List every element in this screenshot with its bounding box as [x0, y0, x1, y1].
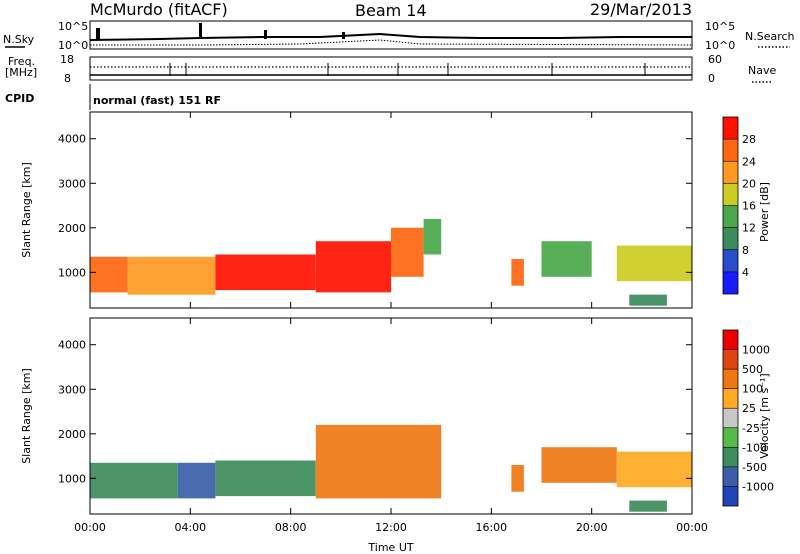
- colorbar-tick-label-4: 12: [742, 222, 756, 235]
- colorbar-swatch-7: [723, 466, 738, 487]
- x-tick-label-4: 16:00: [475, 521, 507, 534]
- nave-label: Nave: [748, 64, 776, 77]
- x-tick-label-2: 08:00: [275, 521, 307, 534]
- colorbar-tick-label-3: 16: [742, 200, 756, 213]
- colorbar-tick-label-2: 20: [742, 177, 756, 190]
- colorbar-tick-label-0: 28: [742, 133, 756, 146]
- colorbar-swatch-0: [723, 117, 738, 140]
- colorbar-tick-label-5: 8: [742, 244, 749, 257]
- nsky-tick-top: 10^5: [58, 20, 88, 33]
- colorbar-swatch-6: [723, 249, 738, 272]
- colorbar-swatch-5: [723, 427, 738, 448]
- power-ylabel: Slant Range [km]: [20, 162, 33, 258]
- echo-region-0: [90, 256, 128, 293]
- echo-region-1: [177, 462, 216, 499]
- nsky-tick-bottom: 10^0: [58, 39, 88, 52]
- echo-region-3: [315, 241, 392, 293]
- x-tick-label-1: 04:00: [174, 521, 206, 534]
- y-tick-label-2: 3000: [58, 383, 86, 396]
- colorbar-tick-label-6: 4: [742, 266, 749, 279]
- echo-region-4: [511, 465, 524, 492]
- y-tick-label-0: 1000: [58, 266, 86, 279]
- colorbar-swatch-3: [723, 388, 738, 409]
- colorbar-swatch-4: [723, 408, 738, 428]
- y-tick-label-1: 2000: [58, 428, 86, 441]
- nsearch-trace: [90, 39, 693, 46]
- colorbar-swatch-3: [723, 183, 738, 206]
- echo-region-8: [616, 245, 693, 282]
- echo-region-5: [541, 447, 617, 483]
- echo-region-7: [629, 500, 667, 512]
- y-tick-label-1: 2000: [58, 222, 86, 235]
- echo-region-6: [616, 451, 693, 488]
- colorbar-tick-label-1: 500: [742, 363, 763, 376]
- power-colorbar-label: Power [dB]: [758, 182, 771, 242]
- echo-region-1: [127, 256, 216, 295]
- x-tick-label-6: 00:00: [676, 521, 708, 534]
- x-axis-title: Time UT: [367, 541, 413, 554]
- y-tick-label-3: 4000: [58, 339, 86, 352]
- cpid-panel: CPID normal (fast) 151 RF: [5, 84, 221, 110]
- freq-unit-label: [MHz]: [5, 66, 37, 79]
- colorbar-swatch-2: [723, 161, 738, 184]
- beam-title: Beam 14: [355, 1, 427, 20]
- y-tick-label-0: 1000: [58, 472, 86, 485]
- colorbar-swatch-1: [723, 139, 738, 162]
- velocity-ylabel: Slant Range [km]: [20, 368, 33, 464]
- echo-region-0: [90, 462, 178, 499]
- nave-tick-bottom: 0: [708, 72, 715, 85]
- nsearch-label: N.Search: [745, 30, 795, 43]
- colorbar-swatch-8: [723, 486, 738, 506]
- colorbar-tick-label-0: 1000: [742, 344, 770, 357]
- x-tick-label-5: 20:00: [576, 521, 608, 534]
- x-tick-label-3: 12:00: [375, 521, 407, 534]
- colorbar-tick-label-5: -100: [742, 441, 767, 454]
- freq-label: Freq.: [8, 55, 35, 68]
- colorbar-tick-label-6: -500: [742, 461, 767, 474]
- y-tick-label-3: 4000: [58, 133, 86, 146]
- colorbar-swatch-4: [723, 205, 738, 228]
- cpid-text: normal (fast) 151 RF: [93, 94, 221, 107]
- nsearch-tick-top: 10^5: [705, 20, 735, 33]
- echo-region-3: [315, 424, 442, 499]
- nsky-trace: [89, 32, 692, 41]
- colorbar-tick-label-3: 25: [742, 402, 756, 415]
- nsky-label: N.Sky: [3, 33, 35, 46]
- echo-region-6: [511, 259, 524, 286]
- colorbar-swatch-0: [723, 330, 738, 350]
- power-panel: 1000 2000 3000 4000 Slant Range [km] 28 24 20…: [20, 111, 771, 309]
- velocity-colorbar-label: Velocity [m s⁻¹]: [758, 373, 771, 458]
- freq-panel: Freq. [MHz] 18 8 60 0 Nave: [5, 53, 776, 85]
- x-tick-label-0: 00:00: [74, 521, 106, 534]
- echo-region-2: [215, 460, 316, 497]
- echo-region-5: [423, 218, 442, 255]
- velocity-panel: 1000 2000 3000 4000 00:00 04:00 08:00 12:00 16:0…: [20, 317, 774, 554]
- date-title: 29/Mar/2013: [590, 0, 692, 19]
- nsearch-tick-bottom: 10^0: [705, 39, 735, 52]
- colorbar-swatch-1: [723, 349, 738, 370]
- echo-region-2: [215, 254, 316, 291]
- cpid-label: CPID: [5, 92, 34, 105]
- colorbar-tick-label-1: 24: [742, 155, 756, 168]
- colorbar-tick-label-4: -25: [742, 422, 760, 435]
- colorbar-swatch-5: [723, 227, 738, 250]
- y-tick-label-2: 3000: [58, 177, 86, 190]
- colorbar-swatch-6: [723, 447, 738, 467]
- echo-region-9: [629, 294, 667, 306]
- colorbar-swatch-2: [723, 369, 738, 389]
- station-title: McMurdo (fitACF): [90, 0, 228, 19]
- freq-tick-top: 18: [60, 53, 74, 66]
- colorbar-tick-label-7: -1000: [742, 480, 774, 493]
- freq-tick-bottom: 8: [64, 72, 71, 85]
- echo-region-7: [541, 241, 592, 277]
- colorbar-swatch-7: [723, 271, 738, 294]
- nave-tick-top: 60: [708, 53, 722, 66]
- echo-region-4: [391, 227, 424, 277]
- colorbar-tick-label-2: 100: [742, 383, 763, 396]
- nsky-panel: N.Sky 10^5 10^0 10^5 10^0 N.Search: [3, 20, 795, 52]
